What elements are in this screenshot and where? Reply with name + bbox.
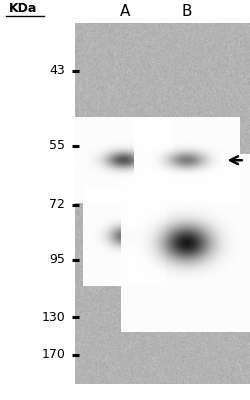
Text: B: B bbox=[181, 4, 192, 20]
Text: 43: 43 bbox=[49, 64, 65, 77]
Text: KDa: KDa bbox=[8, 2, 37, 15]
Text: 130: 130 bbox=[41, 311, 65, 324]
Text: 55: 55 bbox=[49, 139, 65, 152]
Text: A: A bbox=[120, 4, 130, 20]
Text: 72: 72 bbox=[49, 198, 65, 211]
Bar bbox=[75, 23, 250, 384]
Text: 95: 95 bbox=[49, 254, 65, 266]
Text: 170: 170 bbox=[41, 348, 65, 361]
